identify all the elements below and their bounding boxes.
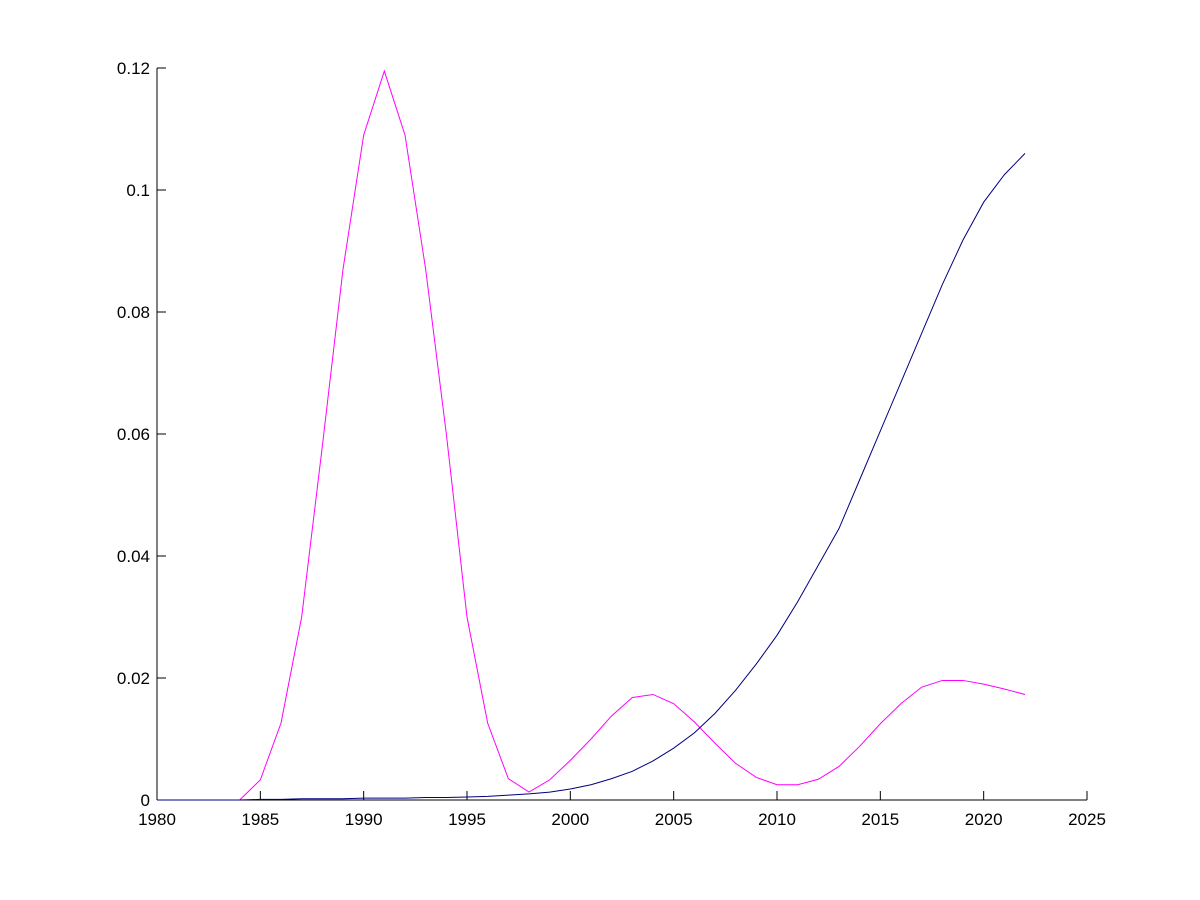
y-tick-label: 0.04 xyxy=(117,547,150,566)
y-tick-label: 0.02 xyxy=(117,669,150,688)
x-tick-label: 2015 xyxy=(861,810,899,829)
x-tick-label: 1985 xyxy=(241,810,279,829)
x-tick-label: 1990 xyxy=(345,810,383,829)
y-tick-label: 0 xyxy=(141,791,150,810)
x-tick-label: 2000 xyxy=(551,810,589,829)
y-tick-label: 0.08 xyxy=(117,303,150,322)
data-line xyxy=(157,153,1026,801)
x-tick-label: 2005 xyxy=(655,810,693,829)
x-tick-label: 1980 xyxy=(138,810,176,829)
y-tick-label: 0.12 xyxy=(117,59,150,78)
x-tick-label: 2020 xyxy=(965,810,1003,829)
data-line xyxy=(157,69,1026,801)
x-tick-label: 2010 xyxy=(758,810,796,829)
x-tick-label: 1995 xyxy=(448,810,486,829)
x-tick-label: 2025 xyxy=(1068,810,1106,829)
y-tick-label: 0.06 xyxy=(117,425,150,444)
y-tick-label: 0.1 xyxy=(126,181,150,200)
